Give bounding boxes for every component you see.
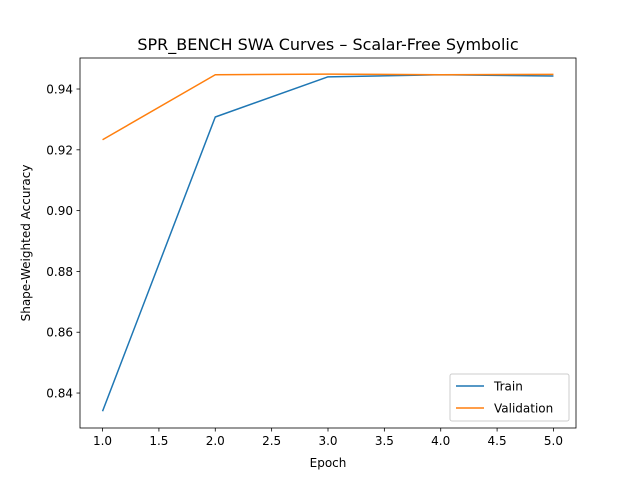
x-tick-label: 5.0 bbox=[544, 434, 563, 448]
x-tick-label: 3.5 bbox=[375, 434, 394, 448]
x-tick-label: 4.0 bbox=[431, 434, 450, 448]
validation-series-line bbox=[102, 73, 554, 141]
y-tick-label: 0.84 bbox=[46, 387, 73, 401]
x-tick-label: 1.0 bbox=[93, 434, 112, 448]
x-tick-label: 1.5 bbox=[149, 434, 168, 448]
legend: Train Validation bbox=[449, 373, 570, 422]
y-tick-label: 0.90 bbox=[46, 204, 73, 218]
y-tick-label: 0.88 bbox=[46, 265, 73, 279]
x-tick-label: 2.0 bbox=[206, 434, 225, 448]
y-tick-label: 0.94 bbox=[46, 83, 73, 97]
x-tick-label: 2.5 bbox=[262, 434, 281, 448]
y-axis-ticks: 0.84 0.86 0.88 0.90 0.92 0.94 bbox=[46, 83, 80, 401]
x-tick-label: 4.5 bbox=[488, 434, 507, 448]
x-tick-label: 3.0 bbox=[318, 434, 337, 448]
y-axis-label: Shape-Weighted Accuracy bbox=[19, 165, 33, 322]
plot-area bbox=[101, 73, 554, 412]
legend-label-validation: Validation bbox=[494, 402, 553, 416]
x-axis-label: Epoch bbox=[310, 456, 347, 470]
legend-label-train: Train bbox=[493, 380, 523, 394]
chart-title: SPR_BENCH SWA Curves – Scalar-Free Symbo… bbox=[137, 35, 518, 55]
y-tick-label: 0.92 bbox=[46, 143, 73, 157]
x-axis-ticks: 1.0 1.5 2.0 2.5 3.0 3.5 4.0 4.5 5.0 bbox=[93, 428, 563, 448]
y-tick-label: 0.86 bbox=[46, 326, 73, 340]
